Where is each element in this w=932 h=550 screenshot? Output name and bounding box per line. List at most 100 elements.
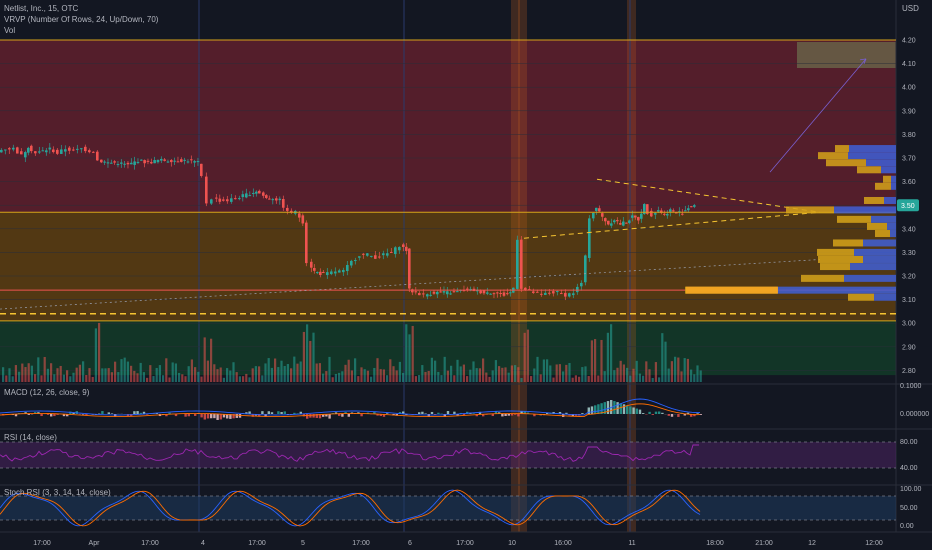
volume-bar <box>686 358 689 382</box>
volume-bar <box>427 370 430 382</box>
candle-body <box>248 195 252 197</box>
macd-histogram-bar <box>85 414 88 416</box>
candle-body <box>528 289 531 291</box>
macd-histogram-bar <box>338 414 341 416</box>
candle-body <box>354 260 357 262</box>
volume-bar <box>402 372 405 382</box>
macd-histogram-bar <box>133 411 136 414</box>
candle-body <box>130 162 133 165</box>
candle-body <box>408 248 411 289</box>
rsi-label[interactable]: RSI (14, close) <box>4 433 57 442</box>
candle-body <box>466 288 469 290</box>
volume-bar <box>501 367 504 382</box>
macd-histogram-bar <box>418 412 421 414</box>
candle-body <box>316 272 319 274</box>
volume-bar <box>184 376 187 382</box>
macd-histogram-bar <box>315 414 318 418</box>
macd-histogram-bar <box>642 413 645 414</box>
candle-body <box>675 212 678 214</box>
volume-bar <box>520 377 523 382</box>
chart-title[interactable]: Netlist, Inc., 15, OTC <box>4 4 79 13</box>
volume-bar <box>306 324 309 382</box>
vp-down-bar <box>864 196 884 204</box>
volume-bar <box>322 373 325 382</box>
macd-histogram-bar <box>510 414 514 416</box>
vp-down-bar <box>875 182 891 190</box>
macd-histogram-bar <box>504 414 507 417</box>
volume-bar <box>168 377 171 382</box>
volume-bar <box>242 376 245 382</box>
volume-bar <box>514 365 517 382</box>
macd-histogram-bar <box>677 414 680 417</box>
candle-body <box>672 210 675 212</box>
vp-up-bar <box>887 222 896 230</box>
vrvp-indicator-label[interactable]: VRVP (Number Of Rows, 24, Up/Down, 70) <box>4 15 159 24</box>
candle-body <box>298 213 301 218</box>
candle-body <box>509 292 512 294</box>
macd-histogram-bar <box>491 414 494 417</box>
stoch-rsi-label[interactable]: Stoch RSI (3, 3, 14, 14, close) <box>4 488 111 497</box>
macd-histogram-bar <box>203 414 206 420</box>
volume-bar <box>546 359 549 382</box>
macd-histogram-bar <box>139 412 142 414</box>
macd-histogram-bar <box>245 412 248 414</box>
volume-indicator-label[interactable]: Vol <box>4 26 16 35</box>
session-marker <box>198 0 200 532</box>
volume-bar <box>581 367 584 382</box>
volume-bar <box>78 364 81 382</box>
volume-bar <box>616 367 619 382</box>
candle-body <box>76 148 79 150</box>
macd-histogram-bar <box>46 414 50 415</box>
macd-histogram-bar <box>581 413 584 414</box>
volume-bar <box>437 371 440 382</box>
candle-body <box>24 152 27 158</box>
candle-body <box>41 150 45 152</box>
macd-histogram-bar <box>382 414 386 417</box>
macd-pane <box>0 398 702 420</box>
volume-bar <box>366 370 369 382</box>
candle-body <box>140 159 143 161</box>
volume-bar <box>504 367 507 382</box>
stoch-band <box>0 496 896 520</box>
volume-bar <box>600 339 603 382</box>
volume-bar <box>290 368 293 382</box>
candle-body <box>449 293 452 295</box>
candle-body <box>556 291 559 293</box>
macd-histogram-bar <box>347 414 350 417</box>
volume-bar <box>341 371 344 382</box>
candle-body <box>588 218 591 258</box>
macd-label[interactable]: MACD (12, 26, close, 9) <box>4 388 90 397</box>
volume-bar <box>62 374 65 382</box>
volume-bar <box>174 363 177 382</box>
x-tick-label: Apr <box>89 540 101 547</box>
y-tick-label: 2.90 <box>902 344 916 351</box>
candle-body <box>255 191 258 194</box>
candle-body <box>210 199 213 204</box>
volume-bar <box>277 367 280 382</box>
rsi-line <box>0 444 699 462</box>
vp-down-bar <box>818 255 863 263</box>
candle-body <box>222 199 225 201</box>
candle-body <box>684 210 687 212</box>
candle-body <box>286 207 289 211</box>
volume-bar <box>651 377 654 382</box>
candle-body <box>436 291 439 295</box>
macd-histogram-bar <box>174 414 178 417</box>
vp-down-bar <box>817 248 854 256</box>
candle-body <box>548 292 551 294</box>
candle-body <box>625 222 628 224</box>
macd-histogram-bar <box>66 414 69 417</box>
macd-histogram-bar <box>520 411 523 414</box>
macd-histogram-bar <box>200 414 203 418</box>
macd-histogram-bar <box>302 414 306 417</box>
zone-orange <box>0 212 896 321</box>
candle-body <box>183 159 186 161</box>
volume-bar <box>363 369 366 382</box>
candle-body <box>580 282 583 287</box>
vp-down-bar <box>848 293 874 301</box>
candle-body <box>479 290 482 294</box>
candle-body <box>414 291 418 293</box>
candle-body <box>48 147 52 150</box>
macd-histogram-bar <box>50 414 53 417</box>
